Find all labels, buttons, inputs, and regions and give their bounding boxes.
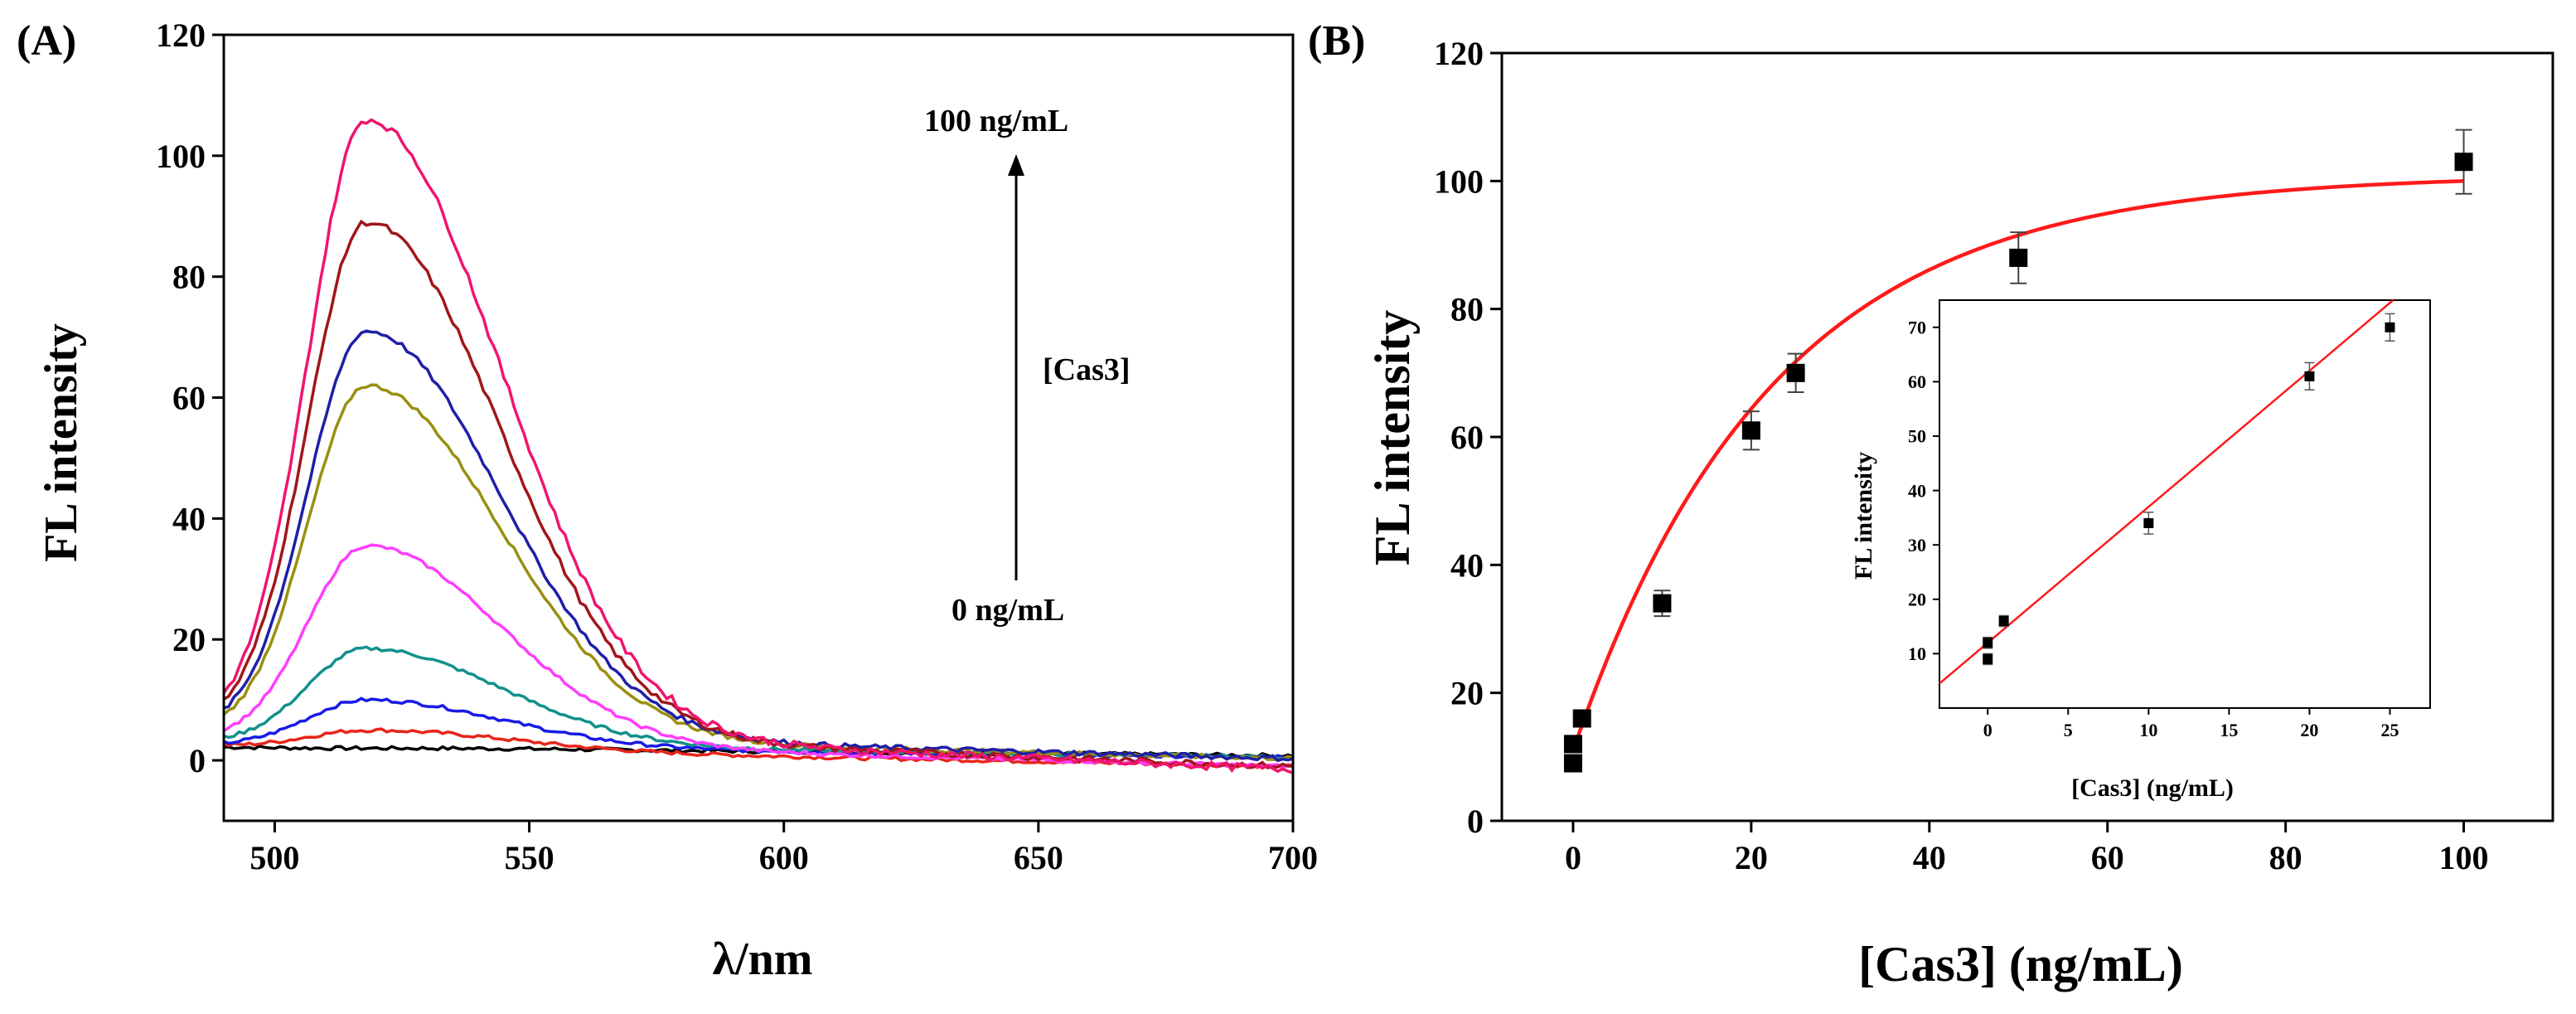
inset-x-tick-label: 25 xyxy=(2380,720,2399,740)
inset-data-point xyxy=(2304,371,2315,381)
panel-a-axes: 500 550 600 650 700 0 20 40 60 80 100 120 xyxy=(156,17,1318,876)
inset-data-point xyxy=(1998,616,2009,627)
data-point xyxy=(1563,735,1582,754)
panel-b-y-tick-label: 0 xyxy=(1467,803,1484,840)
panel-a-y-tick-label: 80 xyxy=(172,259,206,296)
panel-a-y-tick-label: 20 xyxy=(172,621,206,658)
panel-b-x-tick-label: 60 xyxy=(2091,839,2124,876)
inset-x-tick-label: 5 xyxy=(2064,720,2073,740)
data-point xyxy=(1572,709,1591,728)
inset-data-point xyxy=(1983,638,1993,648)
panel-b-x-tick-label: 20 xyxy=(1735,839,1768,876)
panel-b-x-tick-label: 0 xyxy=(1565,839,1581,876)
inset-y-tick-label: 50 xyxy=(1908,426,1926,447)
panel-b-y-axis-label: FL intensity xyxy=(1365,310,1420,565)
inset-x-tick-label: 20 xyxy=(2300,720,2318,740)
data-point xyxy=(1653,594,1672,613)
concentration-arrow xyxy=(1008,154,1024,580)
inset-fit xyxy=(1939,299,2394,685)
inset-y-tick-label: 70 xyxy=(1908,318,1926,338)
spectrum-line-9 xyxy=(222,118,1294,774)
inset-y-tick-label: 10 xyxy=(1908,643,1926,664)
panel-b-label: (B) xyxy=(1308,17,1365,65)
panel-b-y-tick-label: 80 xyxy=(1450,291,1484,328)
inset-y-tick-label: 40 xyxy=(1908,480,1926,501)
panel-b-y-tick-label: 60 xyxy=(1450,419,1484,456)
panel-a-y-axis-label: FL intensity xyxy=(36,323,87,562)
panel-a-x-tick-label: 600 xyxy=(759,839,809,876)
panel-a-x-tick-label: 500 xyxy=(249,839,299,876)
annotation-cas3: [Cas3] xyxy=(1043,352,1131,387)
panel-a-x-tick-label: 550 xyxy=(505,839,554,876)
inset-x-tick-label: 10 xyxy=(2139,720,2157,740)
panel-a-x-tick-label: 700 xyxy=(1268,839,1318,876)
inset-fit-line xyxy=(1939,299,2394,685)
inset-background xyxy=(1939,300,2430,708)
inset-y-tick-label: 20 xyxy=(1908,589,1926,610)
inset-x-tick-label: 0 xyxy=(1983,720,1993,740)
panel-a-y-tick-label: 120 xyxy=(156,17,206,54)
inset-data-point xyxy=(1983,653,1993,664)
panel-a-y-tick-label: 60 xyxy=(172,380,206,417)
panel-b-x-tick-label: 100 xyxy=(2439,839,2489,876)
spectrum-line-6 xyxy=(222,383,1294,762)
panel-a-y-tick-label: 0 xyxy=(189,742,206,779)
inset-frame xyxy=(1939,299,2431,709)
panel-b-y-tick-label: 120 xyxy=(1434,35,1484,72)
panel-a-label: (A) xyxy=(17,17,76,65)
panel-b-y-tick-label: 100 xyxy=(1434,163,1484,200)
panel-a-y-tick-label: 100 xyxy=(156,138,206,175)
spectrum-line-5 xyxy=(223,543,1294,769)
annotation-0-ng: 0 ng/mL xyxy=(951,593,1064,628)
panel-b-y-tick-label: 20 xyxy=(1450,675,1484,712)
inset-x-tick-label: 15 xyxy=(2220,720,2238,740)
data-point xyxy=(2009,248,2028,267)
data-point xyxy=(1786,363,1805,382)
annotation-100-ng: 100 ng/mL xyxy=(924,104,1068,138)
inset-x-axis-label: [Cas3] (ng/mL) xyxy=(2071,774,2234,802)
data-point xyxy=(2454,153,2473,172)
panel-b-x-tick-label: 40 xyxy=(1913,839,1946,876)
panel-a-spectra xyxy=(222,118,1294,774)
inset-points xyxy=(1983,313,2395,666)
panel-b-x-axis-label: [Cas3] (ng/mL) xyxy=(1858,937,2183,992)
inset-y-tick-label: 60 xyxy=(1908,371,1926,392)
panel-a-x-axis-label: λ/nm xyxy=(713,934,813,985)
data-point xyxy=(1563,754,1582,773)
spectrum-line-7 xyxy=(223,329,1294,763)
panel-a-y-tick-label: 40 xyxy=(172,500,206,537)
inset-data-point xyxy=(2143,517,2154,528)
spectrum-line-8 xyxy=(223,219,1294,769)
panel-b-points xyxy=(1563,129,2473,773)
inset-axes: 0 5 10 15 20 25 10 20 30 40 50 60 70 xyxy=(1908,299,2431,740)
panel-b-y-tick-label: 40 xyxy=(1450,546,1484,584)
panel-a-frame xyxy=(222,33,1295,822)
inset-y-axis-label: FL intensity xyxy=(1850,452,1877,580)
panel-b-x-tick-label: 80 xyxy=(2269,839,2302,876)
inset-data-point xyxy=(2385,322,2395,332)
panel-a-x-tick-label: 650 xyxy=(1014,839,1063,876)
data-point xyxy=(1741,421,1760,440)
inset-y-tick-label: 30 xyxy=(1908,535,1926,556)
